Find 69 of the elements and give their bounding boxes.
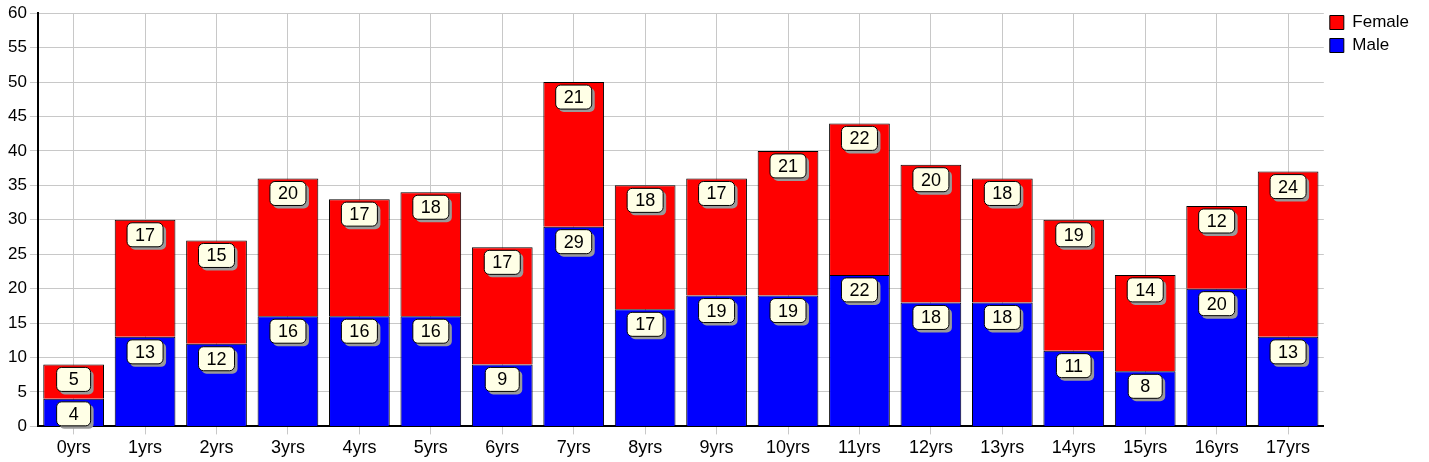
data-label: 4 (68, 403, 79, 424)
data-label: 20 (1206, 293, 1227, 314)
y-tick-label: 35 (7, 175, 27, 195)
data-label: 18 (920, 307, 941, 328)
x-tick-label: 7yrs (556, 437, 591, 458)
y-tick-label: 55 (7, 37, 27, 57)
x-tick-label: 17yrs (1266, 437, 1311, 458)
y-tick-label: 45 (7, 106, 27, 126)
data-label: 19 (1063, 224, 1084, 245)
data-label: 13 (1278, 341, 1299, 362)
data-label: 29 (563, 231, 584, 252)
legend-label: Female (1352, 12, 1409, 32)
x-tick-label: 5yrs (413, 437, 448, 458)
data-label: 15 (206, 245, 227, 266)
x-tick-label: 0yrs (56, 437, 91, 458)
x-tick-label: 10yrs (766, 437, 811, 458)
data-label: 16 (277, 321, 298, 342)
y-tick-label: 60 (7, 2, 27, 22)
data-label: 11 (1064, 355, 1084, 376)
x-tick-label: 12yrs (908, 437, 953, 458)
data-label: 16 (420, 321, 441, 342)
y-tick-label: 40 (7, 140, 27, 160)
data-label: 5 (68, 369, 79, 390)
data-label: 13 (135, 341, 156, 362)
y-tick-label: 25 (7, 243, 27, 263)
x-tick-label: 1yrs (128, 437, 163, 458)
x-tick-label: 9yrs (699, 437, 734, 458)
y-tick-label: 0 (17, 416, 27, 436)
data-label: 20 (920, 169, 941, 190)
data-label: 16 (349, 321, 370, 342)
y-tick-label: 5 (17, 381, 27, 401)
y-tick-label: 15 (7, 312, 27, 332)
data-label: 17 (492, 252, 513, 273)
data-label: 17 (135, 224, 156, 245)
data-label: 22 (849, 128, 870, 149)
x-tick-label: 6yrs (485, 437, 520, 458)
data-label: 18 (420, 197, 441, 218)
y-tick-label: 50 (7, 71, 27, 91)
data-label: 19 (778, 300, 799, 321)
x-tick-label: 3yrs (270, 437, 305, 458)
x-tick-label: 11yrs (838, 437, 881, 458)
y-tick-label: 30 (7, 209, 27, 229)
y-tick-label: 10 (7, 347, 27, 367)
x-tick-label: 4yrs (342, 437, 377, 458)
data-label: 18 (992, 183, 1013, 204)
data-label: 17 (706, 183, 727, 204)
x-tick-label: 8yrs (628, 437, 663, 458)
data-label: 17 (349, 204, 370, 225)
data-label: 18 (992, 307, 1013, 328)
data-label: 8 (1140, 376, 1151, 397)
data-label: 21 (778, 155, 799, 176)
data-label: 24 (1278, 176, 1299, 197)
data-label: 14 (1135, 279, 1156, 300)
legend-label: Male (1352, 35, 1390, 55)
y-tick-label: 20 (7, 278, 27, 298)
data-label: 19 (706, 300, 727, 321)
data-label: 22 (849, 279, 870, 300)
data-label: 21 (563, 87, 584, 108)
data-label: 20 (277, 183, 298, 204)
x-tick-label: 2yrs (199, 437, 234, 458)
x-tick-label: 15yrs (1123, 437, 1168, 458)
data-label: 18 (635, 190, 656, 211)
x-tick-label: 13yrs (980, 437, 1025, 458)
data-label: 9 (497, 369, 508, 390)
x-tick-label: 14yrs (1051, 437, 1096, 458)
data-label: 12 (1206, 211, 1227, 231)
data-label: 17 (635, 314, 656, 335)
data-label: 12 (206, 348, 227, 369)
x-tick-label: 16yrs (1194, 437, 1239, 458)
